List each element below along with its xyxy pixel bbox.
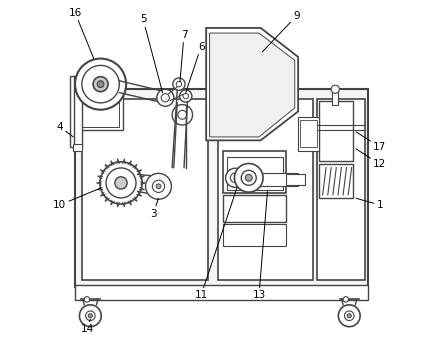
Bar bbox=[74, 79, 82, 147]
Polygon shape bbox=[210, 33, 295, 137]
Circle shape bbox=[179, 90, 192, 102]
Text: 14: 14 bbox=[80, 319, 93, 334]
Circle shape bbox=[241, 170, 256, 185]
Circle shape bbox=[93, 77, 108, 92]
Circle shape bbox=[88, 314, 93, 318]
Circle shape bbox=[338, 305, 360, 327]
Bar bbox=[319, 164, 353, 198]
Circle shape bbox=[152, 180, 165, 193]
Circle shape bbox=[100, 162, 142, 204]
Circle shape bbox=[82, 65, 119, 103]
Text: 16: 16 bbox=[68, 8, 94, 58]
Text: 11: 11 bbox=[194, 188, 237, 300]
Bar bbox=[317, 100, 365, 280]
Circle shape bbox=[176, 81, 182, 87]
Text: 13: 13 bbox=[253, 192, 268, 300]
Circle shape bbox=[331, 85, 339, 93]
Bar bbox=[70, 76, 74, 147]
Circle shape bbox=[347, 314, 351, 318]
Bar bbox=[249, 173, 298, 186]
Circle shape bbox=[85, 311, 95, 320]
Circle shape bbox=[75, 58, 126, 110]
Text: 4: 4 bbox=[56, 122, 74, 137]
Text: 10: 10 bbox=[53, 188, 101, 210]
Text: 17: 17 bbox=[356, 132, 386, 152]
Circle shape bbox=[343, 297, 349, 302]
Circle shape bbox=[345, 311, 354, 320]
Text: 1: 1 bbox=[356, 198, 383, 210]
Bar bbox=[74, 76, 123, 130]
Polygon shape bbox=[206, 28, 298, 140]
Circle shape bbox=[146, 173, 171, 199]
Polygon shape bbox=[74, 144, 82, 150]
Bar bbox=[75, 89, 368, 287]
Bar bbox=[227, 157, 283, 190]
Circle shape bbox=[115, 177, 127, 189]
Circle shape bbox=[178, 110, 187, 119]
Text: 12: 12 bbox=[356, 149, 386, 169]
Circle shape bbox=[79, 305, 101, 327]
Bar bbox=[319, 101, 353, 161]
Circle shape bbox=[157, 89, 174, 106]
Circle shape bbox=[106, 168, 136, 198]
Bar bbox=[218, 100, 314, 280]
Text: 9: 9 bbox=[262, 11, 300, 52]
Bar bbox=[223, 195, 286, 222]
Bar bbox=[223, 224, 286, 246]
Text: 7: 7 bbox=[180, 30, 187, 82]
Bar bbox=[286, 174, 305, 185]
Circle shape bbox=[173, 78, 185, 90]
Text: 6: 6 bbox=[186, 42, 204, 93]
Circle shape bbox=[230, 173, 240, 183]
Circle shape bbox=[156, 184, 161, 189]
Circle shape bbox=[234, 163, 263, 192]
Circle shape bbox=[84, 297, 89, 302]
Text: 5: 5 bbox=[140, 14, 163, 93]
Circle shape bbox=[245, 174, 252, 181]
Bar bbox=[75, 285, 368, 300]
Bar bbox=[77, 79, 119, 127]
Circle shape bbox=[183, 93, 188, 99]
Circle shape bbox=[172, 105, 193, 125]
Bar bbox=[300, 120, 317, 147]
Bar bbox=[298, 117, 319, 150]
Circle shape bbox=[161, 94, 169, 102]
Bar bbox=[223, 150, 286, 193]
Text: 3: 3 bbox=[150, 198, 159, 219]
Bar bbox=[82, 100, 208, 280]
Bar bbox=[332, 91, 338, 105]
Circle shape bbox=[225, 168, 245, 187]
Circle shape bbox=[97, 81, 104, 88]
